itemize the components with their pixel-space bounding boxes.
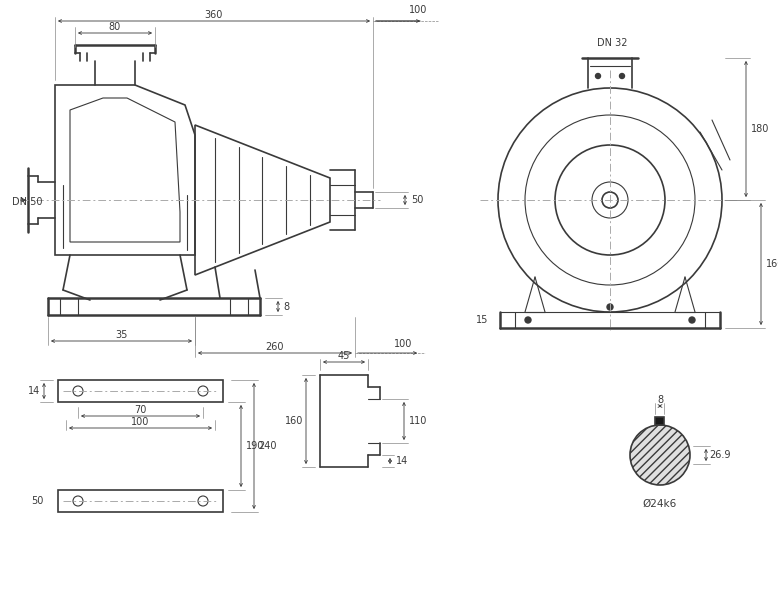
Text: 26.9: 26.9 bbox=[710, 450, 731, 460]
Text: 14: 14 bbox=[28, 386, 40, 396]
Text: DN 50: DN 50 bbox=[12, 197, 43, 207]
Text: 8: 8 bbox=[283, 301, 289, 312]
Text: 100: 100 bbox=[131, 417, 149, 427]
Text: 80: 80 bbox=[109, 22, 121, 32]
Text: 50: 50 bbox=[32, 496, 44, 506]
Circle shape bbox=[607, 304, 613, 310]
Circle shape bbox=[595, 74, 601, 78]
Text: 15: 15 bbox=[475, 315, 488, 325]
Bar bbox=[58, 490, 223, 512]
Text: Ø24k6: Ø24k6 bbox=[643, 499, 677, 509]
Text: 160: 160 bbox=[285, 416, 303, 426]
Text: 180: 180 bbox=[751, 124, 769, 134]
Bar bbox=[58, 380, 223, 402]
Text: 35: 35 bbox=[115, 330, 128, 340]
Circle shape bbox=[525, 317, 531, 323]
Circle shape bbox=[689, 317, 695, 323]
Text: 240: 240 bbox=[259, 441, 277, 451]
Text: 360: 360 bbox=[205, 10, 223, 20]
Text: 100: 100 bbox=[408, 5, 427, 15]
Text: 110: 110 bbox=[408, 416, 427, 426]
Bar bbox=[656, 417, 664, 425]
Text: 160: 160 bbox=[766, 259, 778, 269]
Text: 50: 50 bbox=[411, 195, 423, 205]
Text: 45: 45 bbox=[338, 351, 350, 361]
Text: 100: 100 bbox=[394, 339, 412, 349]
Text: 70: 70 bbox=[135, 405, 147, 415]
Text: 190: 190 bbox=[246, 441, 265, 451]
Text: 14: 14 bbox=[396, 456, 408, 466]
Text: 260: 260 bbox=[266, 342, 284, 352]
Circle shape bbox=[630, 425, 690, 485]
Text: DN 32: DN 32 bbox=[597, 38, 627, 48]
Text: 8: 8 bbox=[657, 395, 663, 405]
Circle shape bbox=[619, 74, 625, 78]
